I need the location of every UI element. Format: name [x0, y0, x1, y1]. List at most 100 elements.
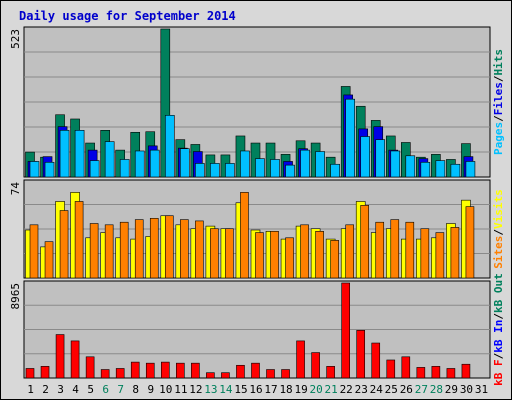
- bar-sites: [195, 220, 204, 279]
- x-tick-label: 3: [57, 383, 64, 396]
- bar-kbf: [176, 362, 185, 379]
- bar-pages: [465, 161, 476, 178]
- bar-pages: [270, 159, 280, 178]
- bar-pages: [225, 163, 235, 178]
- bar-kbf: [130, 361, 140, 379]
- bar-kbf: [221, 372, 230, 379]
- bar-kbf: [356, 330, 366, 379]
- y-max-label: 523: [9, 29, 22, 49]
- bar-sites: [330, 240, 339, 279]
- x-tick-label: 25: [385, 383, 398, 396]
- right-label-separator: /: [492, 313, 505, 320]
- x-tick-label: 17: [264, 383, 277, 396]
- x-tick-label: 30: [460, 383, 473, 396]
- bar-sites: [164, 215, 174, 279]
- x-tick-label: 12: [189, 383, 202, 396]
- bar-kbf: [100, 369, 110, 379]
- bar-kbf: [401, 356, 411, 379]
- bar-kbf: [311, 352, 320, 379]
- y-max-label: 74: [9, 182, 22, 196]
- bar-pages: [29, 161, 40, 178]
- bar-sites: [345, 224, 354, 279]
- bar-kbf: [281, 369, 290, 379]
- bar-kbf: [206, 372, 215, 379]
- bar-pages: [149, 149, 160, 178]
- bar-pages: [180, 148, 190, 178]
- bar-pages: [255, 158, 265, 178]
- bar-pages: [330, 163, 340, 178]
- right-label-pages: Pages: [492, 122, 505, 155]
- bar-kbf: [85, 356, 95, 379]
- x-tick-label: 6: [102, 383, 109, 396]
- bar-pages: [390, 150, 401, 178]
- bar-pages: [285, 164, 295, 178]
- bar-pages: [89, 160, 100, 178]
- bar-sites: [435, 232, 445, 279]
- x-tick-label: 24: [370, 383, 384, 396]
- bar-pages: [74, 130, 85, 178]
- bar-pages: [450, 163, 461, 178]
- x-tick-label: 2: [42, 383, 49, 396]
- x-tick-label: 26: [400, 383, 413, 396]
- x-tick-label: 8: [132, 383, 139, 396]
- bar-kbf: [446, 368, 456, 379]
- bar-kbf: [115, 368, 125, 379]
- chart-title: Daily usage for September 2014: [19, 9, 236, 23]
- bar-pages: [134, 150, 145, 178]
- bar-pages: [300, 149, 310, 178]
- right-label-files: Files: [492, 82, 505, 115]
- bar-sites: [390, 219, 400, 279]
- bar-kbf: [191, 362, 200, 379]
- right-label-kb_out: kB Out: [492, 273, 505, 313]
- y-max-label: 8965: [9, 283, 22, 310]
- right-label-separator: /: [492, 229, 505, 236]
- bar-kbf: [236, 364, 245, 379]
- bar-sites: [405, 221, 415, 279]
- x-tick-label: 4: [72, 383, 79, 396]
- bar-kbf: [25, 368, 35, 379]
- bar-pages: [345, 98, 355, 178]
- bar-pages: [375, 139, 386, 178]
- x-tick-label: 29: [445, 383, 458, 396]
- bar-sites: [104, 224, 114, 279]
- bar-kbf: [431, 366, 441, 379]
- bar-sites: [180, 219, 189, 279]
- bar-pages: [164, 115, 175, 178]
- bar-pages: [315, 151, 325, 178]
- bar-sites: [225, 228, 234, 279]
- bar-sites: [360, 205, 370, 279]
- bar-kbf: [40, 366, 50, 379]
- bar-pages: [435, 160, 446, 178]
- bar-kbf: [296, 340, 305, 379]
- x-tick-label: 27: [415, 383, 428, 396]
- x-tick-label: 13: [204, 383, 217, 396]
- right-label-separator: /: [492, 115, 505, 122]
- right-label-separator: /: [492, 352, 505, 359]
- right-axis-label: Pages/Files/Hits: [492, 49, 505, 155]
- bar-pages: [360, 136, 371, 178]
- bar-sites: [240, 192, 249, 279]
- bar-pages: [104, 141, 115, 178]
- bar-sites: [450, 227, 460, 279]
- x-tick-label: 15: [234, 383, 247, 396]
- bar-kbf: [326, 366, 335, 379]
- bar-sites: [465, 206, 475, 279]
- bar-sites: [210, 228, 219, 279]
- bar-pages: [119, 159, 130, 178]
- bar-sites: [255, 232, 264, 279]
- bar-kbf: [70, 340, 80, 379]
- x-tick-label: 1: [27, 383, 34, 396]
- bar-sites: [270, 230, 279, 279]
- x-tick-label: 31: [475, 383, 488, 396]
- bar-kbf: [145, 362, 155, 379]
- panel-hits-files-pages: 523 Pages/Files/Hits: [9, 26, 505, 178]
- x-tick-label: 28: [430, 383, 443, 396]
- right-label-sites: Sites: [492, 236, 505, 269]
- bar-pages: [44, 161, 55, 178]
- bar-sites: [74, 201, 84, 279]
- bar-pages: [405, 155, 416, 178]
- bar-sites: [44, 241, 54, 279]
